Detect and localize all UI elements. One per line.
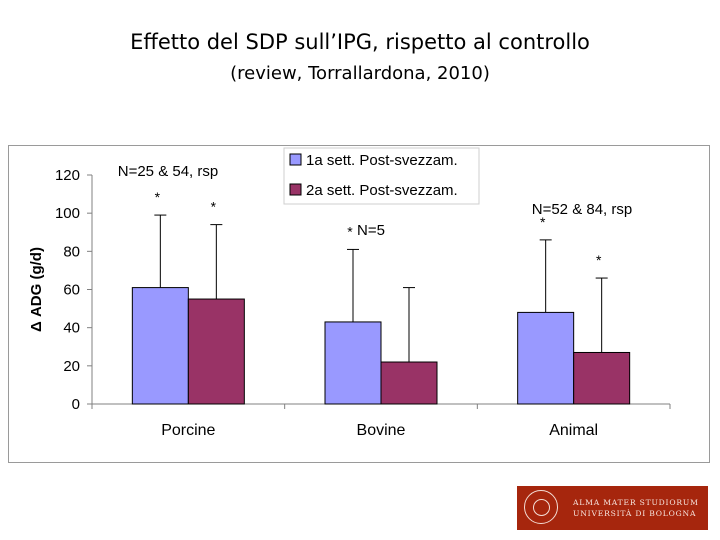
x-tick-label: Bovine [357, 422, 406, 439]
significance-marker: * [211, 199, 217, 215]
x-tick-label: Animal [549, 422, 598, 439]
bar-1-bovine [324, 321, 382, 405]
group-annotation: N=52 & 84, rsp [532, 201, 632, 218]
y-tick-label: 60 [63, 282, 80, 299]
legend-label-1: 1a sett. Post-svezzam. [306, 152, 458, 169]
bar-1-animal [517, 311, 575, 405]
logo-line-2: UNIVERSITÀ DI BOLOGNA [573, 509, 697, 518]
y-tick-label: 100 [55, 205, 80, 222]
group-annotation: N=25 & 54, rsp [118, 163, 218, 180]
legend-swatch-2 [289, 183, 302, 196]
legend-box [283, 147, 480, 205]
y-tick-label: 80 [63, 243, 80, 260]
y-axis-title: Δ ADG (g/d) [28, 247, 45, 332]
chart: 0 20 40 60 80 100 120 Δ ADG (g/d) * * Porcine * Bovi… [8, 145, 710, 463]
y-tick-label: 120 [55, 167, 80, 184]
significance-marker: * [540, 214, 546, 230]
y-tick-label: 0 [72, 396, 80, 413]
bar-1-porcine [131, 287, 189, 405]
significance-marker: * [347, 223, 353, 239]
y-tick-label: 40 [63, 320, 80, 337]
university-logo: ALMA MATER STUDIORUM UNIVERSITÀ DI BOLOG… [517, 486, 708, 530]
logo-line-1: ALMA MATER STUDIORUM [573, 498, 699, 507]
group-annotation: N=5 [357, 222, 385, 239]
bar-2-animal [573, 351, 631, 405]
bar-2-bovine [380, 361, 438, 405]
significance-marker: * [155, 189, 161, 205]
slide-title: Effetto del SDP sull’IPG, rispetto al co… [130, 30, 590, 54]
significance-marker: * [596, 252, 602, 268]
slide-subtitle: (review, Torrallardona, 2010) [230, 63, 490, 84]
seal-icon [524, 490, 558, 524]
legend-swatch-1 [289, 153, 302, 166]
bar-2-porcine [187, 298, 245, 405]
y-tick-label: 20 [63, 358, 80, 375]
legend-label-2: 2a sett. Post-svezzam. [306, 182, 458, 199]
x-tick-label: Porcine [161, 422, 215, 439]
